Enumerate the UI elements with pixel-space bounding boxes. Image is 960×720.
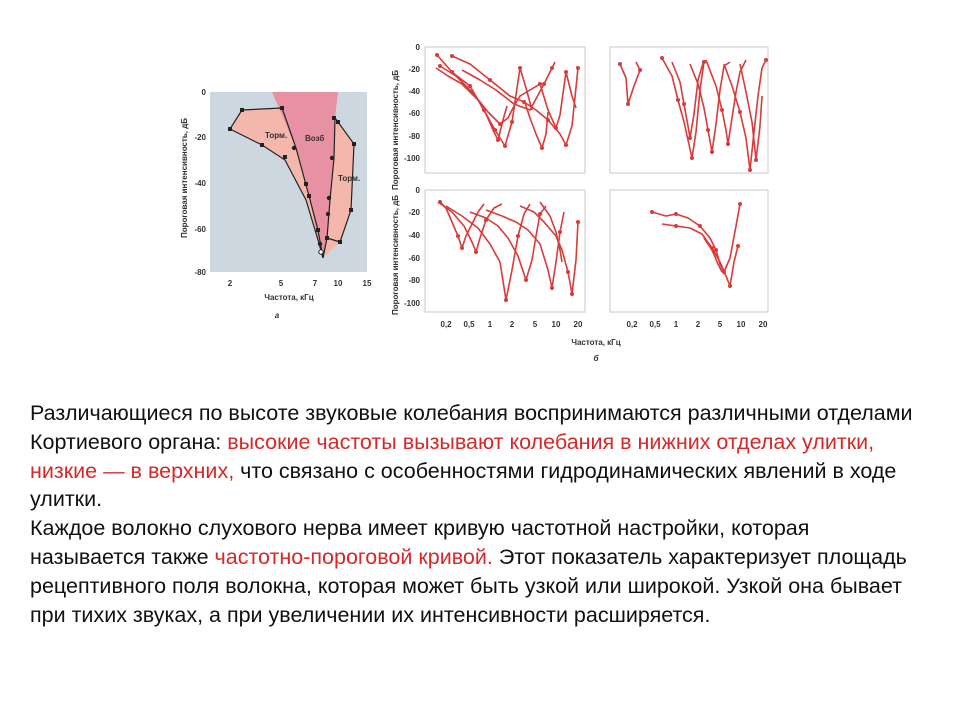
tuning-curve [461,61,556,111]
paragraph-1-end: что связано с особенностями гидродинамич… [30,458,897,512]
fig-b-xtick: 0,5 [649,320,661,329]
fig-b-xtick: 1 [488,320,493,329]
fig-b-xtick: 5 [718,320,723,329]
figure-area: 0 -20 -40 -60 -80 2 5 7 10 15 Частота, к… [180,43,769,363]
paragraph-1: Различающиеся по высоте звуковые колебан… [30,399,930,514]
fig-a-ytick: -60 [194,225,206,234]
tuning-curve [723,59,767,171]
figure-b-markers [435,53,768,302]
fig-b-ytick: -100 [404,299,421,308]
fig-b-ytick: -40 [408,87,420,96]
tuning-curve [661,57,705,159]
excitation-region [272,92,338,258]
figure-b-right-xticks: 0,2 0,5 1 2 5 10 20 [626,320,768,329]
fig-b-ytick: -60 [408,254,420,263]
tuning-curve [661,223,739,287]
fig-b-ytick: -40 [408,231,420,240]
tuning-curve [619,61,641,105]
fig-b-ytick: -80 [408,132,420,141]
fig-b-ytick: -60 [408,109,420,118]
paragraph-1-start: Различающиеся по высоте звуковые колебан… [30,401,913,454]
fig-a-xtick: 5 [279,279,284,288]
fig-a-ytick: 0 [202,88,207,97]
fig-b-xtick: 2 [510,320,515,329]
tuning-curve [435,67,508,141]
fig-a-caption: а [275,311,280,320]
tuning-curve [451,55,579,146]
fig-b-xtick: 0,2 [626,320,638,329]
panel-top-left [424,46,586,174]
panel-bottom-right [609,189,769,313]
fig-b-xlabel: Частота, кГц [571,338,620,347]
paragraph-1-highlight: высокие частоты вызывают колебания в ниж… [30,429,875,483]
fig-b-xtick: 20 [759,320,768,329]
fig-b-ytick: 0 [416,186,421,195]
panel-top-right [609,46,769,174]
fig-a-xtick: 7 [313,279,318,288]
fig-b-ylabel-top: Пороговая интенсивность, дБ [391,70,400,190]
tuning-curve [485,209,565,289]
tuning-curve [523,99,549,149]
fig-a-xtick: 15 [363,279,372,288]
tuning-curve [539,201,563,263]
tuning-curve [436,54,533,147]
fig-a-region-label-right: Торм. [338,174,360,183]
fig-b-caption: б [594,354,600,363]
fig-a-ylabel: Пороговая интенсивность, дБ [180,118,189,238]
fig-b-xtick: 10 [737,320,746,329]
fig-b-xtick: 5 [533,320,538,329]
fig-a-ytick: -40 [194,179,206,188]
fig-a-xtick: 10 [334,279,343,288]
fig-b-xtick: 20 [574,320,583,329]
excitation-curve-right [322,117,336,259]
tuning-curve [651,203,741,273]
paragraph-2-highlight: частотно-пороговой кривой. [214,544,493,569]
tuning-curve [469,205,547,281]
fig-b-ylabel-bottom: Пороговая интенсивность, дБ [391,195,400,315]
figure-a: 0 -20 -40 -60 -80 2 5 7 10 15 Частота, к… [180,88,372,320]
figure-b-top-yticks: 0 -20 -40 -60 -80 -100 [404,43,421,163]
paragraph-2: Каждое волокно слухового нерва имеет кри… [30,514,930,629]
fig-a-ytick: -80 [194,268,206,277]
figure-b-bottom-yticks: 0 -20 -40 -60 -80 -100 [404,186,421,308]
tuning-curve [703,237,723,273]
paragraph-2-end: Этот показатель характеризует площадь ре… [30,544,907,627]
fig-a-region-label-left: Торм. [265,131,287,140]
fig-b-ytick: -20 [408,208,420,217]
panel-bottom-left [424,189,586,313]
tuning-curve [519,205,579,295]
fig-b-xtick: 10 [552,320,561,329]
tuning-curve [705,59,747,145]
fig-a-region-label-center: Возб [305,134,324,143]
fig-b-xtick: 0,2 [440,320,452,329]
figure-svg: 0 -20 -40 -60 -80 2 5 7 10 15 Частота, к… [180,43,769,363]
slide-text: Различающиеся по высоте звуковые колебан… [30,399,930,629]
tuning-curve [671,59,705,139]
fig-a-xlabel: Частота, кГц [264,293,313,302]
fig-b-ytick: -20 [408,65,420,74]
tuning-curve [439,65,577,129]
paragraph-2-start: Каждое волокно слухового нерва имеет кри… [30,516,810,569]
fig-b-xtick: 2 [696,320,701,329]
tuning-curve [689,61,731,153]
fig-b-xtick: 0,5 [463,320,475,329]
fig-b-ytick: -100 [404,154,421,163]
tuning-curve [739,63,763,161]
fig-b-xtick: 1 [674,320,679,329]
figure-b [424,46,769,313]
fig-b-ytick: 0 [416,43,421,52]
fig-a-ytick: -20 [194,133,206,142]
figure-a-markers [228,106,356,255]
figure-b-left-xticks: 0,2 0,5 1 2 5 10 20 [440,320,583,329]
fig-b-ytick: -80 [408,276,420,285]
fig-a-xtick: 2 [228,279,233,288]
